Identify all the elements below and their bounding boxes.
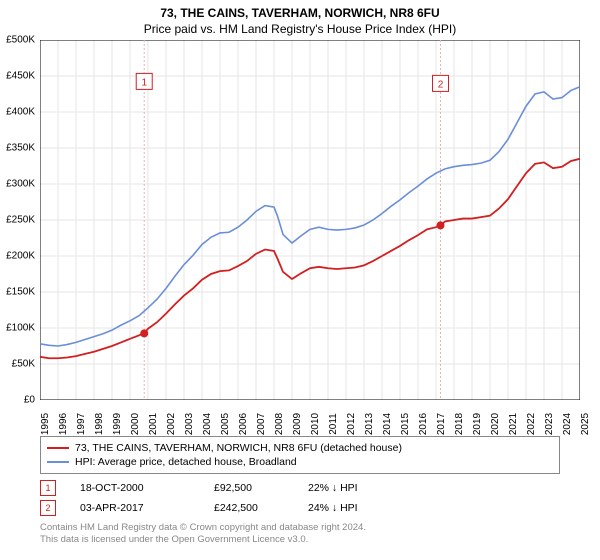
y-tick-label: £50K [0,359,35,370]
footer-license: This data is licensed under the Open Gov… [40,534,560,546]
x-tick-label: 2016 [418,413,429,435]
sale-date: 18-OCT-2000 [80,482,190,494]
y-tick-label: £250K [0,215,35,226]
y-tick-label: £500K [0,35,35,46]
x-tick-label: 2010 [310,413,321,435]
chart-subtitle: Price paid vs. HM Land Registry's House … [0,20,600,40]
x-tick-label: 2020 [490,413,501,435]
y-tick-label: £400K [0,107,35,118]
x-tick-label: 2022 [526,413,537,435]
x-tick-label: 2011 [328,413,339,435]
y-tick-label: £0 [0,395,35,406]
sale-price: £92,500 [214,482,284,494]
y-tick-label: £100K [0,323,35,334]
sale-diff: 24% ↓ HPI [308,502,388,514]
x-tick-label: 2023 [544,413,555,435]
sale-marker-icon: 1 [40,480,56,496]
chart-area: £0£50K£100K£150K£200K£250K£300K£350K£400… [40,40,580,400]
x-tick-label: 1999 [112,413,123,435]
legend-swatch [47,461,69,463]
legend-swatch [47,447,69,449]
footer-copyright: Contains HM Land Registry data © Crown c… [40,522,560,534]
x-tick-label: 2003 [184,413,195,435]
x-tick-label: 2019 [472,413,483,435]
footer: Contains HM Land Registry data © Crown c… [40,522,560,547]
x-tick-label: 2004 [202,413,213,435]
legend: 73, THE CAINS, TAVERHAM, NORWICH, NR8 6F… [40,436,560,474]
x-tick-label: 2015 [400,413,411,435]
sale-row: 1 18-OCT-2000 £92,500 22% ↓ HPI [40,478,560,498]
x-tick-label: 1995 [40,413,51,435]
x-tick-label: 2021 [508,413,519,435]
y-tick-label: £300K [0,179,35,190]
sale-price: £242,500 [214,502,284,514]
x-tick-label: 2017 [436,413,447,435]
x-tick-label: 1998 [94,413,105,435]
x-tick-label: 2006 [238,413,249,435]
y-tick-label: £450K [0,71,35,82]
legend-item: 73, THE CAINS, TAVERHAM, NORWICH, NR8 6F… [47,441,553,455]
x-tick-label: 2012 [346,413,357,435]
svg-text:2: 2 [438,79,444,90]
legend-item: HPI: Average price, detached house, Broa… [47,455,553,469]
x-tick-label: 2014 [382,413,393,435]
x-tick-label: 2001 [148,413,159,435]
legend-label: 73, THE CAINS, TAVERHAM, NORWICH, NR8 6F… [75,442,402,454]
y-tick-label: £150K [0,287,35,298]
x-tick-label: 2009 [292,413,303,435]
x-tick-label: 2018 [454,413,465,435]
x-tick-label: 1997 [76,413,87,435]
x-tick-label: 2000 [130,413,141,435]
y-tick-label: £200K [0,251,35,262]
sales-table: 1 18-OCT-2000 £92,500 22% ↓ HPI 2 03-APR-2017… [40,478,560,518]
legend-label: HPI: Average price, detached house, Broa… [75,456,297,468]
x-tick-label: 2025 [580,413,591,435]
sale-diff: 22% ↓ HPI [308,482,388,494]
x-tick-label: 2013 [364,413,375,435]
x-tick-label: 2002 [166,413,177,435]
chart-svg: 12 [40,40,580,400]
svg-text:1: 1 [141,77,147,88]
x-tick-label: 1996 [58,413,69,435]
sale-date: 03-APR-2017 [80,502,190,514]
sale-marker-icon: 2 [40,500,56,516]
x-tick-label: 2007 [256,413,267,435]
chart-container: 73, THE CAINS, TAVERHAM, NORWICH, NR8 6F… [0,0,600,560]
x-tick-label: 2005 [220,413,231,435]
sale-row: 2 03-APR-2017 £242,500 24% ↓ HPI [40,498,560,518]
x-tick-label: 2008 [274,413,285,435]
y-tick-label: £350K [0,143,35,154]
x-tick-label: 2024 [562,413,573,435]
chart-title: 73, THE CAINS, TAVERHAM, NORWICH, NR8 6F… [0,0,600,20]
x-axis-labels: 1995199619971998199920002001200220032004… [40,400,580,430]
